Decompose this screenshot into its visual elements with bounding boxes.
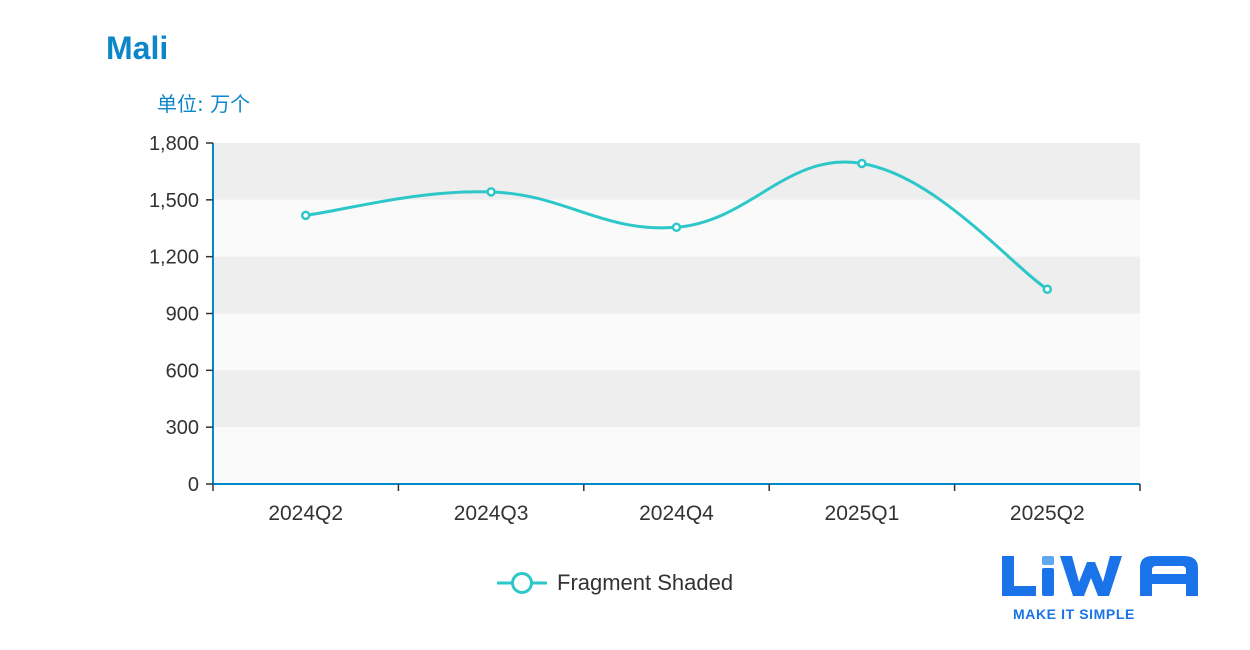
grid-band xyxy=(213,427,1140,484)
grid-bands xyxy=(213,143,1140,484)
data-point xyxy=(486,187,496,197)
y-tick-label: 600 xyxy=(166,360,199,382)
legend-item[interactable]: Fragment Shaded xyxy=(497,568,733,598)
x-tick-label: 2025Q1 xyxy=(825,502,900,525)
y-tick-label: 1,800 xyxy=(149,133,199,155)
y-tick-label: 1,200 xyxy=(149,247,199,269)
unit-label: 单位: 万个 xyxy=(157,92,251,116)
data-point xyxy=(671,222,682,233)
x-tick-label: 2024Q2 xyxy=(268,502,343,525)
y-tick-label: 300 xyxy=(166,417,199,439)
y-tick-label: 1,500 xyxy=(149,190,199,212)
data-point xyxy=(1042,284,1053,295)
legend-line-icon xyxy=(497,572,547,594)
axes xyxy=(206,142,1141,491)
data-point xyxy=(300,210,311,221)
x-tick-label: 2024Q3 xyxy=(454,502,529,525)
x-tick-label: 2024Q4 xyxy=(639,502,714,525)
grid-band xyxy=(213,256,1140,314)
y-tick-label: 900 xyxy=(166,304,199,326)
x-tick-label: 2025Q2 xyxy=(1010,502,1085,525)
legend-label: Fragment Shaded xyxy=(557,570,734,595)
grid-band xyxy=(213,313,1140,371)
logo-tagline: MAKE IT SIMPLE xyxy=(1013,606,1135,622)
data-point xyxy=(857,158,867,169)
series-layer xyxy=(300,158,1053,295)
y-axis-labels: 0 300 600 900 1,200 1,500 1,800 xyxy=(149,133,199,496)
grid-band xyxy=(213,143,1140,200)
liwa-logo xyxy=(1002,556,1198,596)
chart-title: Mali xyxy=(106,30,169,66)
y-tick-label: 0 xyxy=(188,474,199,496)
x-axis-labels: 2024Q2 2024Q3 2024Q4 2025Q1 2025Q2 xyxy=(268,502,1084,525)
grid-band xyxy=(213,370,1140,428)
series-line xyxy=(305,160,1049,291)
